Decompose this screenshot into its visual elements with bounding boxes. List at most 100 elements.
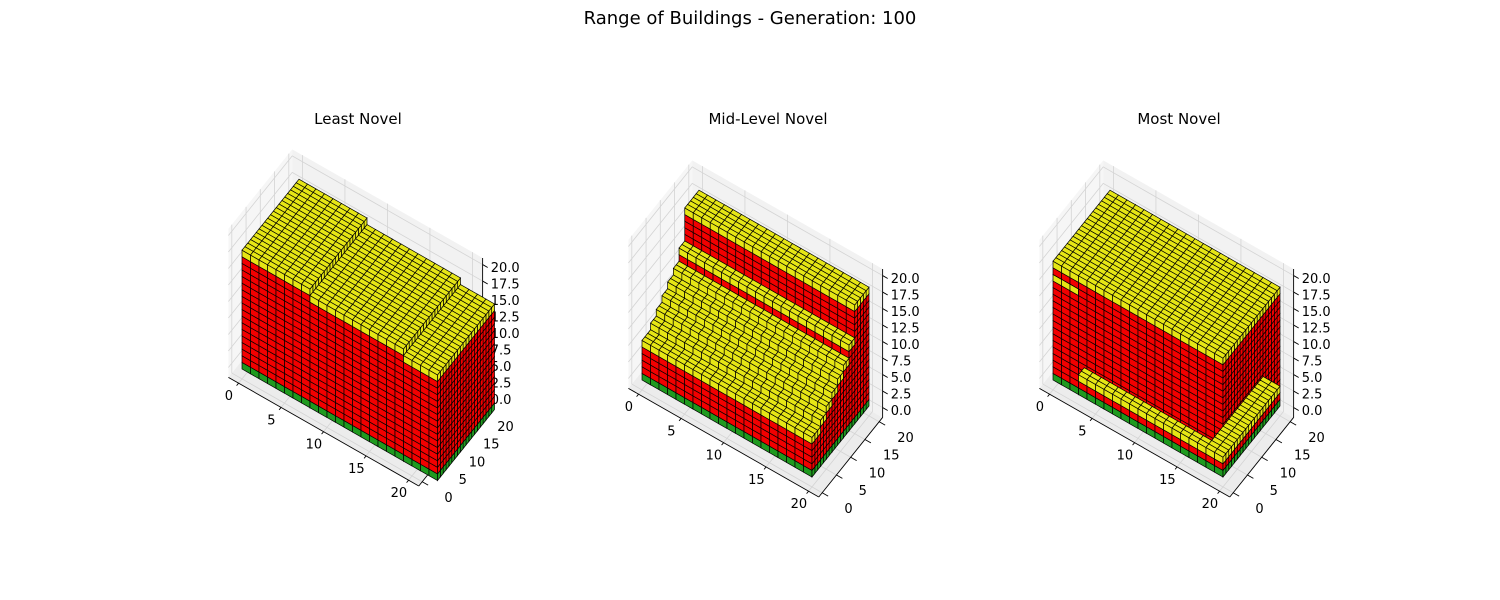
x-tick (636, 393, 639, 397)
x-tick (406, 479, 409, 483)
x-tick-label: 20 (791, 497, 808, 512)
z-tick (482, 264, 488, 268)
y-tick-label: 5 (459, 473, 467, 488)
z-tick (1293, 275, 1299, 279)
z-tick-label: 15.0 (1302, 305, 1331, 320)
z-tick (882, 324, 888, 329)
x-tick-label: 10 (706, 449, 723, 464)
y-tick-label: 0 (844, 502, 852, 517)
voxel-block (402, 284, 496, 482)
y-tick-label: 0 (444, 491, 452, 506)
x-tick (236, 382, 239, 386)
z-tick (882, 357, 888, 362)
x-tick (1089, 418, 1093, 422)
z-tick-label: 20.0 (491, 261, 520, 276)
voxel-building (241, 178, 496, 482)
y-tick (1247, 474, 1254, 479)
y-tick-label: 15 (483, 438, 500, 453)
subplot-title: Most Novel (1137, 110, 1220, 128)
z-tick-label: 5.0 (891, 371, 912, 386)
y-tick (864, 439, 872, 444)
y-tick (1289, 421, 1297, 426)
y-tick-label: 0 (1255, 502, 1263, 517)
y-tick (1232, 492, 1240, 497)
x-tick-label: 5 (267, 413, 275, 428)
x-tick (763, 466, 767, 470)
z-tick-label: 7.5 (491, 343, 512, 358)
x-tick-label: 15 (748, 473, 765, 488)
y-tick-label: 10 (869, 466, 886, 481)
x-tick (1174, 466, 1178, 470)
z-tick (482, 280, 488, 285)
x-tick-label: 0 (225, 389, 233, 404)
z-tick (882, 308, 888, 312)
z-tick (882, 291, 888, 296)
z-tick (1293, 341, 1299, 345)
z-tick-label: 12.5 (491, 310, 520, 325)
x-tick (363, 455, 367, 459)
z-tick-label: 2.5 (491, 376, 512, 391)
voxel-top-face (394, 340, 407, 350)
x-tick-label: 0 (1036, 400, 1044, 415)
z-tick (882, 341, 888, 345)
figure-title: Range of Buildings - Generation: 100 (583, 8, 917, 29)
x-tick-label: 20 (391, 486, 408, 501)
z-tick (1293, 357, 1299, 362)
y-tick-label: 5 (1270, 484, 1278, 499)
x-tick (678, 418, 682, 422)
y-tick (850, 456, 857, 462)
y-tick-label: 20 (1308, 431, 1325, 446)
z-tick-label: 17.5 (891, 288, 920, 303)
z-tick-label: 7.5 (1302, 354, 1323, 369)
x-tick (1047, 393, 1050, 397)
z-tick-label: 0.0 (891, 404, 912, 419)
subplot-title: Least Novel (314, 110, 402, 128)
z-tick (1293, 324, 1299, 329)
z-tick-label: 12.5 (1302, 321, 1331, 336)
y-tick-label: 20 (497, 420, 514, 435)
z-tick-label: 20.0 (891, 272, 920, 287)
z-tick-label: 5.0 (1302, 371, 1323, 386)
z-tick-label: 15.0 (491, 294, 520, 309)
x-tick (1217, 490, 1220, 494)
z-tick-label: 10.0 (891, 338, 920, 353)
z-tick-label: 5.0 (491, 360, 512, 375)
y-tick (836, 474, 843, 479)
z-tick-label: 7.5 (891, 354, 912, 369)
y-tick-label: 5 (859, 484, 867, 499)
x-tick-label: 10 (1117, 449, 1134, 464)
y-tick-label: 10 (469, 455, 486, 470)
x-tick-label: 15 (348, 462, 365, 477)
y-tick (421, 481, 429, 486)
y-tick-label: 15 (883, 449, 900, 464)
z-tick-label: 2.5 (1302, 387, 1323, 402)
z-tick-label: 2.5 (891, 387, 912, 402)
z-tick (882, 407, 888, 411)
z-tick (882, 390, 888, 395)
z-tick-label: 17.5 (1302, 288, 1331, 303)
x-tick-label: 20 (1202, 497, 1219, 512)
y-tick-label: 10 (1280, 466, 1297, 481)
y-tick (821, 492, 829, 497)
z-tick (1293, 374, 1299, 378)
y-tick (1275, 439, 1283, 444)
y-tick-label: 15 (1294, 449, 1311, 464)
x-tick (278, 407, 282, 411)
x-tick-label: 5 (667, 424, 675, 439)
z-tick (1293, 291, 1299, 296)
z-tick (1293, 308, 1299, 312)
z-tick (882, 374, 888, 378)
x-tick-label: 0 (625, 400, 633, 415)
y-tick (878, 421, 886, 426)
x-tick-label: 15 (1159, 473, 1176, 488)
voxel-top-face (300, 280, 314, 290)
x-tick (721, 442, 724, 446)
subplot-title: Mid-Level Novel (708, 110, 827, 128)
y-tick-label: 20 (897, 431, 914, 446)
z-tick-label: 0.0 (491, 393, 512, 408)
y-tick (1261, 456, 1268, 462)
